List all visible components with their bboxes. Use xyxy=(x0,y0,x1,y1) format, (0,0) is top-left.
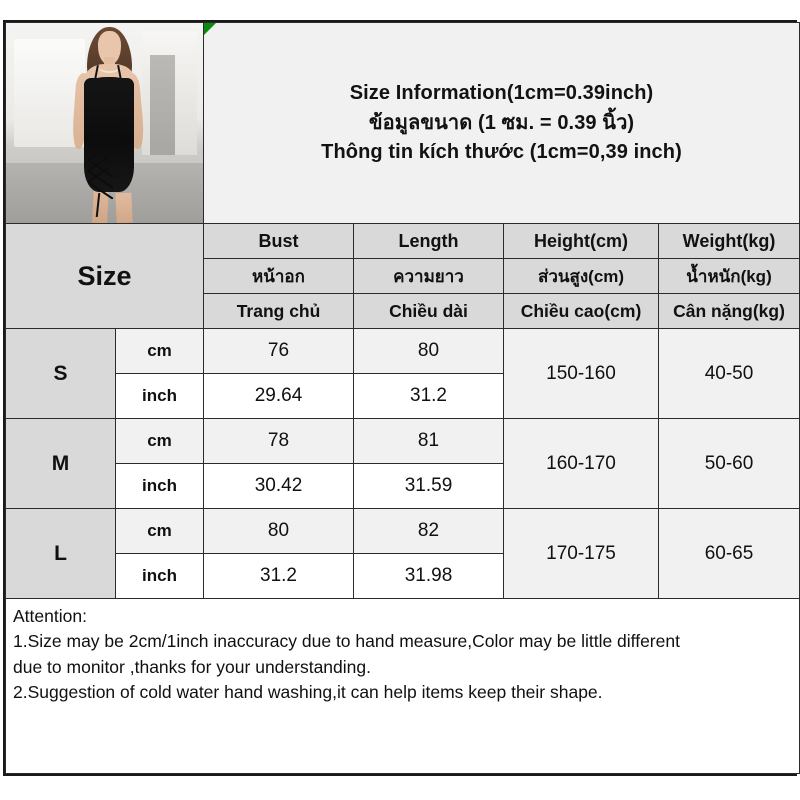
height-m: 160-170 xyxy=(503,418,659,509)
table-row: M cm 78 81 160-170 50-60 xyxy=(5,418,800,509)
length-inch-s: 31.2 xyxy=(353,373,504,419)
weight-s: 40-50 xyxy=(657,328,800,419)
bust-cm-s: 76 xyxy=(203,328,354,374)
weight-l: 60-65 xyxy=(657,508,800,599)
attention-line-1: 1.Size may be 2cm/1inch inaccuracy due t… xyxy=(13,631,680,652)
table-row: inch 29.64 31.2 xyxy=(6,373,800,419)
size-cell-m: M xyxy=(5,418,116,509)
photo-model-necklace xyxy=(96,63,123,74)
attention-line-2: due to monitor ,thanks for your understa… xyxy=(13,656,371,677)
height-l: 170-175 xyxy=(503,508,659,599)
unit-cell-cm: cm xyxy=(115,328,204,374)
attention-row: Attention: 1.Size may be 2cm/1inch inacc… xyxy=(4,598,800,774)
header-bust-th: หน้าอก xyxy=(203,258,354,294)
product-photo-cell xyxy=(5,22,204,224)
length-cm-l: 82 xyxy=(353,508,504,554)
product-photo xyxy=(6,23,203,223)
size-chart-sheet: Size Information(1cm=0.39inch) ข้อมูลขนา… xyxy=(3,20,800,776)
unit-cell-inch: inch xyxy=(115,373,204,419)
photo-doorway xyxy=(149,55,176,155)
title-vietnamese: Thông tin kích thước (1cm=0,39 inch) xyxy=(321,141,682,164)
table-row: L cm 80 82 170-175 60-65 xyxy=(5,508,800,599)
photo-dress-lace-detail xyxy=(87,155,114,199)
size-cell-s: S xyxy=(5,328,116,419)
size-column-header: Size xyxy=(5,223,204,329)
unit-cell-inch: inch xyxy=(115,463,204,509)
unit-cell-cm: cm xyxy=(115,508,204,554)
header-height-th: ส่วนสูง(cm) xyxy=(503,258,659,294)
bust-inch-l: 31.2 xyxy=(203,553,354,599)
column-header-row-en: Size Bust Length Height(cm) Weight(kg) xyxy=(5,223,800,329)
size-chart-table: Size Information(1cm=0.39inch) ข้อมูลขนา… xyxy=(4,22,800,774)
header-weight-th: น้ำหนัก(kg) xyxy=(657,258,800,294)
header-height-en: Height(cm) xyxy=(503,223,659,259)
header-length-th: ความยาว xyxy=(353,258,504,294)
length-cm-m: 81 xyxy=(353,418,504,464)
title-block: Size Information(1cm=0.39inch) ข้อมูลขนา… xyxy=(214,29,789,217)
column-header-row-vi: Trang chủ Chiều dài Chiều cao(cm) Cân nặ… xyxy=(6,293,800,329)
attention-cell: Attention: 1.Size may be 2cm/1inch inacc… xyxy=(4,598,800,774)
header-bust-vi: Trang chủ xyxy=(203,293,354,329)
table-row: inch 31.2 31.98 xyxy=(6,553,800,599)
length-inch-m: 31.59 xyxy=(353,463,504,509)
table-row: S cm 76 80 150-160 40-50 xyxy=(5,328,800,419)
length-cm-s: 80 xyxy=(353,328,504,374)
header-length-en: Length xyxy=(353,223,504,259)
photo-model-face xyxy=(97,31,122,65)
title-thai: ข้อมูลขนาด (1 ซม. = 0.39 นิ้ว) xyxy=(368,111,635,134)
size-cell-l: L xyxy=(5,508,116,599)
table-row: inch 30.42 31.59 xyxy=(6,463,800,509)
title-cell: Size Information(1cm=0.39inch) ข้อมูลขนา… xyxy=(202,22,800,224)
unit-cell-inch: inch xyxy=(115,553,204,599)
weight-m: 50-60 xyxy=(657,418,800,509)
bust-inch-s: 29.64 xyxy=(203,373,354,419)
title-english: Size Information(1cm=0.39inch) xyxy=(349,82,654,105)
header-length-vi: Chiều dài xyxy=(353,293,504,329)
header-band-row: Size Information(1cm=0.39inch) ข้อมูลขนา… xyxy=(5,22,800,224)
green-corner-marker-icon xyxy=(204,23,216,35)
attention-line-3: 2.Suggestion of cold water hand washing,… xyxy=(13,681,603,702)
bust-cm-l: 80 xyxy=(203,508,354,554)
bust-inch-m: 30.42 xyxy=(203,463,354,509)
photo-model-leg-right xyxy=(115,192,133,223)
header-bust-en: Bust xyxy=(203,223,354,259)
unit-cell-cm: cm xyxy=(115,418,204,464)
height-s: 150-160 xyxy=(503,328,659,419)
length-inch-l: 31.98 xyxy=(353,553,504,599)
attention-heading: Attention: xyxy=(13,606,87,626)
header-weight-en: Weight(kg) xyxy=(657,223,800,259)
bust-cm-m: 78 xyxy=(203,418,354,464)
header-weight-vi: Cân nặng(kg) xyxy=(657,293,800,329)
header-height-vi: Chiều cao(cm) xyxy=(503,293,659,329)
